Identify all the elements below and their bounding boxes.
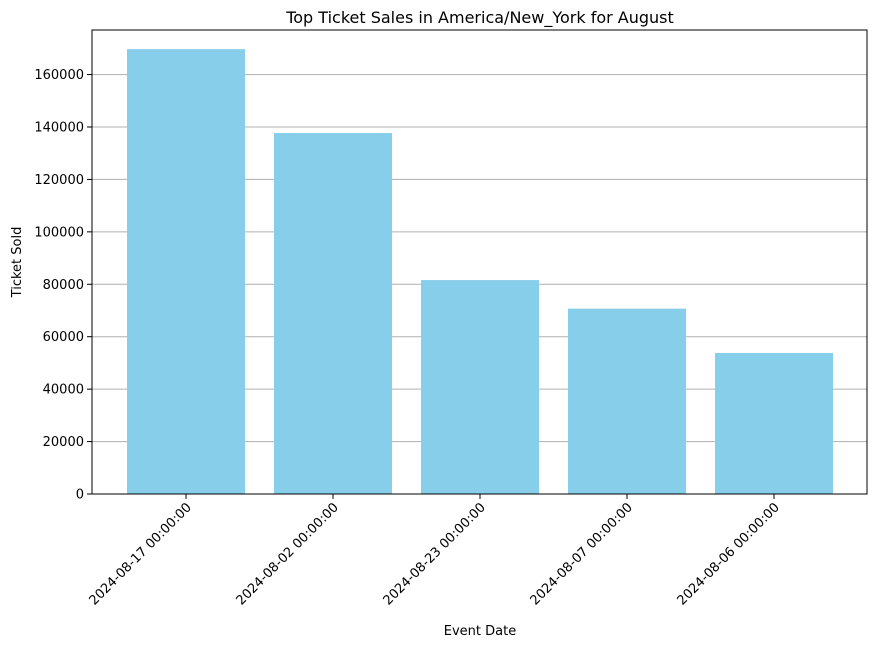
bar	[274, 133, 392, 494]
y-tick-label: 60000	[43, 330, 84, 345]
bar	[715, 352, 833, 494]
y-tick-label: 160000	[34, 68, 84, 83]
y-axis-ticks: 0 20000 40000 60000 80000 100000 120000 140000 1…	[34, 68, 92, 503]
y-tick-label: 120000	[34, 173, 84, 188]
y-axis-label: Ticket Sold	[10, 227, 25, 299]
y-tick-label: 80000	[43, 278, 84, 293]
y-tick-label: 100000	[34, 225, 84, 240]
y-tick-label: 0	[76, 488, 84, 503]
y-tick-label: 20000	[43, 435, 84, 450]
bar	[421, 280, 539, 494]
bar	[568, 308, 686, 494]
bar	[127, 49, 245, 495]
x-axis-label: Event Date	[444, 624, 516, 639]
y-tick-label: 140000	[34, 120, 84, 135]
chart-title: Top Ticket Sales in America/New_York for…	[285, 8, 674, 28]
y-tick-label: 40000	[43, 383, 84, 398]
bars	[127, 49, 833, 495]
